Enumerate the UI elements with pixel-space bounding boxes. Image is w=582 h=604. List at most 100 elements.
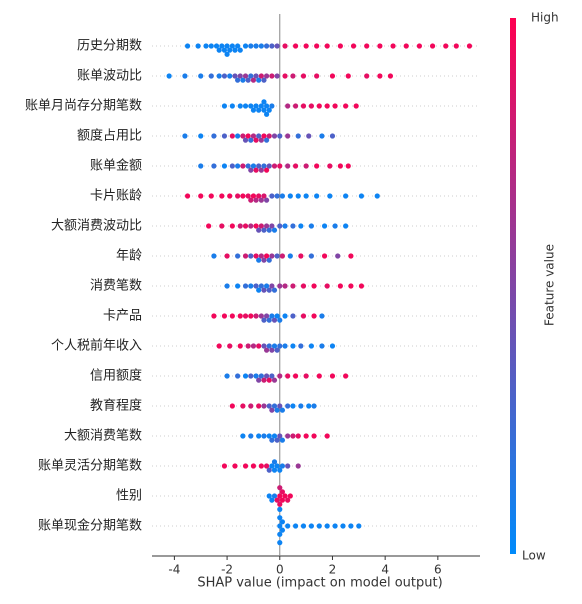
dot <box>277 523 283 529</box>
dot <box>211 253 217 259</box>
dot <box>237 343 243 349</box>
dot <box>303 163 309 169</box>
dot <box>269 347 275 353</box>
dot <box>279 463 286 469</box>
dot <box>390 43 396 49</box>
dot <box>184 43 191 49</box>
dot <box>264 313 270 319</box>
dot <box>453 43 459 49</box>
dot <box>245 77 251 83</box>
dot <box>285 523 291 529</box>
dot <box>358 193 365 199</box>
dot <box>256 163 262 169</box>
dot <box>295 193 301 199</box>
dot <box>227 343 233 349</box>
dot <box>240 163 246 169</box>
dot <box>314 73 320 79</box>
dot <box>256 133 262 139</box>
dot <box>208 193 214 199</box>
dot <box>258 43 264 49</box>
dot <box>242 73 249 79</box>
dot <box>224 373 230 379</box>
dot <box>285 497 291 503</box>
dot <box>253 43 259 49</box>
dot <box>269 73 275 79</box>
dot <box>306 133 312 139</box>
dot <box>316 103 322 109</box>
dot <box>277 467 283 473</box>
dot <box>327 193 333 199</box>
dot <box>264 103 270 109</box>
dot <box>290 283 296 289</box>
dot <box>253 373 259 379</box>
dot <box>266 467 272 473</box>
dot <box>264 111 270 117</box>
dot <box>229 133 235 139</box>
dot <box>182 133 188 139</box>
dot <box>235 373 241 379</box>
dot <box>377 73 383 79</box>
dot <box>219 223 225 229</box>
dot <box>248 137 254 143</box>
colorbar <box>510 18 516 554</box>
dot <box>279 407 286 413</box>
dot <box>277 540 283 546</box>
dot <box>277 343 283 349</box>
dot <box>271 493 278 499</box>
dot <box>242 43 249 49</box>
dot <box>271 433 278 439</box>
dot <box>266 227 272 233</box>
dot <box>258 197 264 203</box>
dot <box>337 43 343 49</box>
feature-label: 账单灵活分期笔数 <box>38 458 142 474</box>
dot <box>235 77 241 83</box>
dot <box>274 497 280 503</box>
dot <box>235 133 241 139</box>
dot <box>279 489 286 495</box>
dot <box>235 283 241 289</box>
feature-label: 历史分期数 <box>77 39 142 54</box>
dot <box>274 407 280 413</box>
dot <box>256 343 262 349</box>
dot <box>343 193 349 199</box>
x-tick-label: 2 <box>329 563 337 577</box>
dot <box>277 283 283 289</box>
dot <box>240 77 246 83</box>
dot <box>256 403 262 409</box>
dot <box>271 163 278 169</box>
dot <box>232 47 238 53</box>
dot <box>332 523 338 529</box>
dot <box>250 107 257 113</box>
dot <box>240 433 246 439</box>
dot <box>258 73 264 79</box>
dot <box>221 313 228 319</box>
dot <box>282 223 288 229</box>
dot <box>198 133 204 139</box>
dot <box>269 43 275 49</box>
dot <box>292 163 299 169</box>
dot <box>227 193 233 199</box>
dot <box>292 523 299 529</box>
dot <box>345 73 351 79</box>
dot <box>416 43 423 49</box>
dot <box>253 103 259 109</box>
dot <box>285 373 291 379</box>
dot <box>250 343 257 349</box>
dot <box>227 47 233 53</box>
dot <box>403 43 409 49</box>
dot <box>198 73 204 79</box>
dot <box>329 343 336 349</box>
dot <box>256 257 262 263</box>
dot <box>184 193 191 199</box>
dot <box>221 163 228 169</box>
dot <box>229 163 235 169</box>
dot <box>277 433 283 439</box>
dot <box>287 493 293 499</box>
dot <box>274 253 280 259</box>
dot <box>285 433 291 439</box>
dot <box>269 103 275 109</box>
dot <box>248 167 254 173</box>
dot <box>314 163 320 169</box>
dot <box>266 343 272 349</box>
